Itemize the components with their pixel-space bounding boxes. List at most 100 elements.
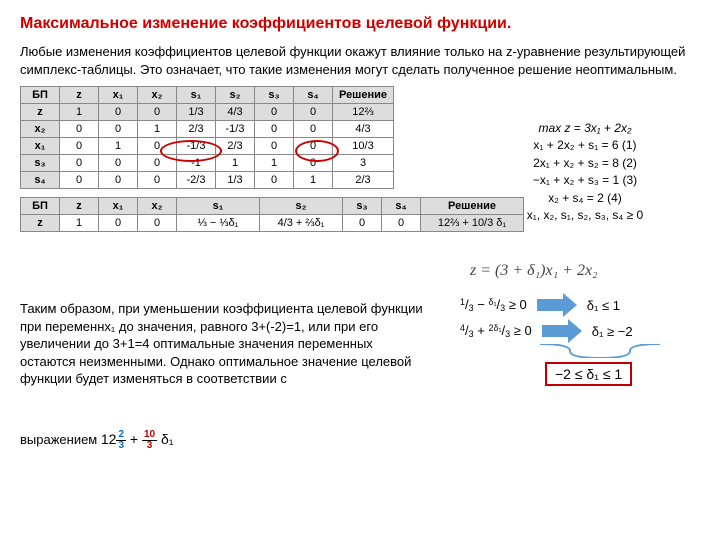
final-expression: 1223 + 103 δ₁ (101, 431, 174, 447)
table-cell: -1 (177, 155, 216, 172)
table-cell: 1 (60, 104, 99, 121)
table-cell: 0 (138, 215, 177, 232)
intro-text: Любые изменения коэффициентов целевой фу… (20, 43, 700, 78)
result-box: −2 ≤ δ₁ ≤ 1 (545, 362, 632, 386)
conclusion-tail-label: выражением (20, 432, 101, 447)
table-cell: 0 (255, 104, 294, 121)
table-cell: 1 (294, 172, 333, 189)
table-cell: 1 (255, 155, 294, 172)
table-cell: 1 (99, 138, 138, 155)
table-header: БП (21, 198, 60, 215)
table-cell: 0 (60, 138, 99, 155)
table-cell: 10/3 (333, 138, 394, 155)
table-cell: ⅓ − ⅓δ₁ (177, 215, 260, 232)
table-cell: 0 (255, 138, 294, 155)
table-cell: -1/3 (177, 138, 216, 155)
table-cell: s₃ (21, 155, 60, 172)
ineq-1-right: δ₁ ≤ 1 (587, 298, 620, 313)
table-cell: 0 (343, 215, 382, 232)
table-header: s₄ (382, 198, 421, 215)
table-row: s₃000-11103 (21, 155, 394, 172)
table-cell: 0 (138, 138, 177, 155)
arrow-icon (537, 295, 577, 315)
table-header: БП (21, 87, 60, 104)
table-header: s₁ (177, 87, 216, 104)
table-cell: 0 (294, 104, 333, 121)
inequalities-block: 1/3 − δ₁/3 ≥ 0 δ₁ ≤ 1 4/3 + 2δ₁/3 ≥ 0 δ₁… (460, 295, 633, 341)
table-cell: 1 (216, 155, 255, 172)
lp-constraint-3: −x₁ + x₂ + s₃ = 1 (3) (470, 172, 700, 189)
conclusion-text: Таким образом, при уменьшении коэффициен… (20, 300, 430, 388)
table-header: s₄ (294, 87, 333, 104)
table-cell: 0 (60, 155, 99, 172)
lp-system: max z = 3x₁ + 2x₂ x₁ + 2x₂ + s₁ = 6 (1) … (470, 120, 700, 224)
table-cell: 2/3 (333, 172, 394, 189)
table-header: s₃ (255, 87, 294, 104)
table-cell: 1 (60, 215, 99, 232)
table-header: x₁ (99, 198, 138, 215)
table-header: x₁ (99, 87, 138, 104)
table-cell: x₂ (21, 121, 60, 138)
table-cell: 1 (138, 121, 177, 138)
table-cell: 0 (99, 155, 138, 172)
table-cell: 3 (333, 155, 394, 172)
table-cell: 0 (138, 155, 177, 172)
brace-icon (540, 344, 660, 358)
table-row: z1001/34/30012⅔ (21, 104, 394, 121)
table-row: x₂0012/3-1/3004/3 (21, 121, 394, 138)
ineq-1-left: 1/3 − δ₁/3 ≥ 0 (460, 297, 527, 313)
table-cell: 0 (255, 121, 294, 138)
conclusion-tail: выражением 1223 + 103 δ₁ (20, 430, 174, 451)
table-cell: 0 (99, 172, 138, 189)
table-cell: s₄ (21, 172, 60, 189)
table-cell: 12⅔ (333, 104, 394, 121)
table-cell: 4/3 (216, 104, 255, 121)
lp-constraint-4: x₂ + s₄ = 2 (4) (470, 190, 700, 207)
table-header: z (60, 198, 99, 215)
table-cell: 0 (294, 121, 333, 138)
lp-constraint-2: 2x₁ + x₂ + s₂ = 8 (2) (470, 155, 700, 172)
ineq-2-left: 4/3 + 2δ₁/3 ≥ 0 (460, 323, 532, 339)
table-cell: 0 (294, 138, 333, 155)
table-header: Решение (333, 87, 394, 104)
simplex-table-1: БПzx₁x₂s₁s₂s₃s₄Решениеz1001/34/30012⅔x₂0… (20, 86, 394, 189)
table-cell: 2/3 (177, 121, 216, 138)
table-cell: 2/3 (216, 138, 255, 155)
table-cell: 0 (60, 121, 99, 138)
table-row: x₁010-1/32/30010/3 (21, 138, 394, 155)
simplex-table-2: БПzx₁x₂s₁s₂s₃s₄Решениеz100⅓ − ⅓δ₁4/3 + ⅔… (20, 197, 524, 232)
table-cell: 4/3 + ⅔δ₁ (260, 215, 343, 232)
arrow-icon (542, 321, 582, 341)
table-cell: 0 (138, 104, 177, 121)
table-row: s₄000-2/31/3012/3 (21, 172, 394, 189)
table-cell: z (21, 215, 60, 232)
table-cell: 0 (382, 215, 421, 232)
lp-constraint-1: x₁ + 2x₂ + s₁ = 6 (1) (470, 137, 700, 154)
table-cell: -1/3 (216, 121, 255, 138)
table-cell: 0 (99, 104, 138, 121)
table-cell: 0 (138, 172, 177, 189)
table-cell: 0 (60, 172, 99, 189)
table-header: s₂ (260, 198, 343, 215)
table-header: s₂ (216, 87, 255, 104)
table-cell: z (21, 104, 60, 121)
table-cell: 0 (255, 172, 294, 189)
delta-equation: z = (3 + δ₁)x₁ + 2x₂ (470, 262, 598, 280)
table-header: x₂ (138, 198, 177, 215)
table-header: x₂ (138, 87, 177, 104)
table-header: s₃ (343, 198, 382, 215)
table-cell: 4/3 (333, 121, 394, 138)
table-header: z (60, 87, 99, 104)
lp-objective: max z = 3x₁ + 2x₂ (470, 120, 700, 137)
table-cell: x₁ (21, 138, 60, 155)
table-cell: 1/3 (177, 104, 216, 121)
ineq-2-right: δ₁ ≥ −2 (592, 324, 633, 339)
table-cell: 0 (99, 121, 138, 138)
lp-nonneg: x₁, x₂, s₁, s₂, s₃, s₄ ≥ 0 (470, 207, 700, 224)
table-cell: 0 (294, 155, 333, 172)
table-cell: -2/3 (177, 172, 216, 189)
table-row: z100⅓ − ⅓δ₁4/3 + ⅔δ₁0012⅔ + 10/3 δ₁ (21, 215, 524, 232)
table-cell: 1/3 (216, 172, 255, 189)
table-header: s₁ (177, 198, 260, 215)
table-cell: 0 (99, 215, 138, 232)
